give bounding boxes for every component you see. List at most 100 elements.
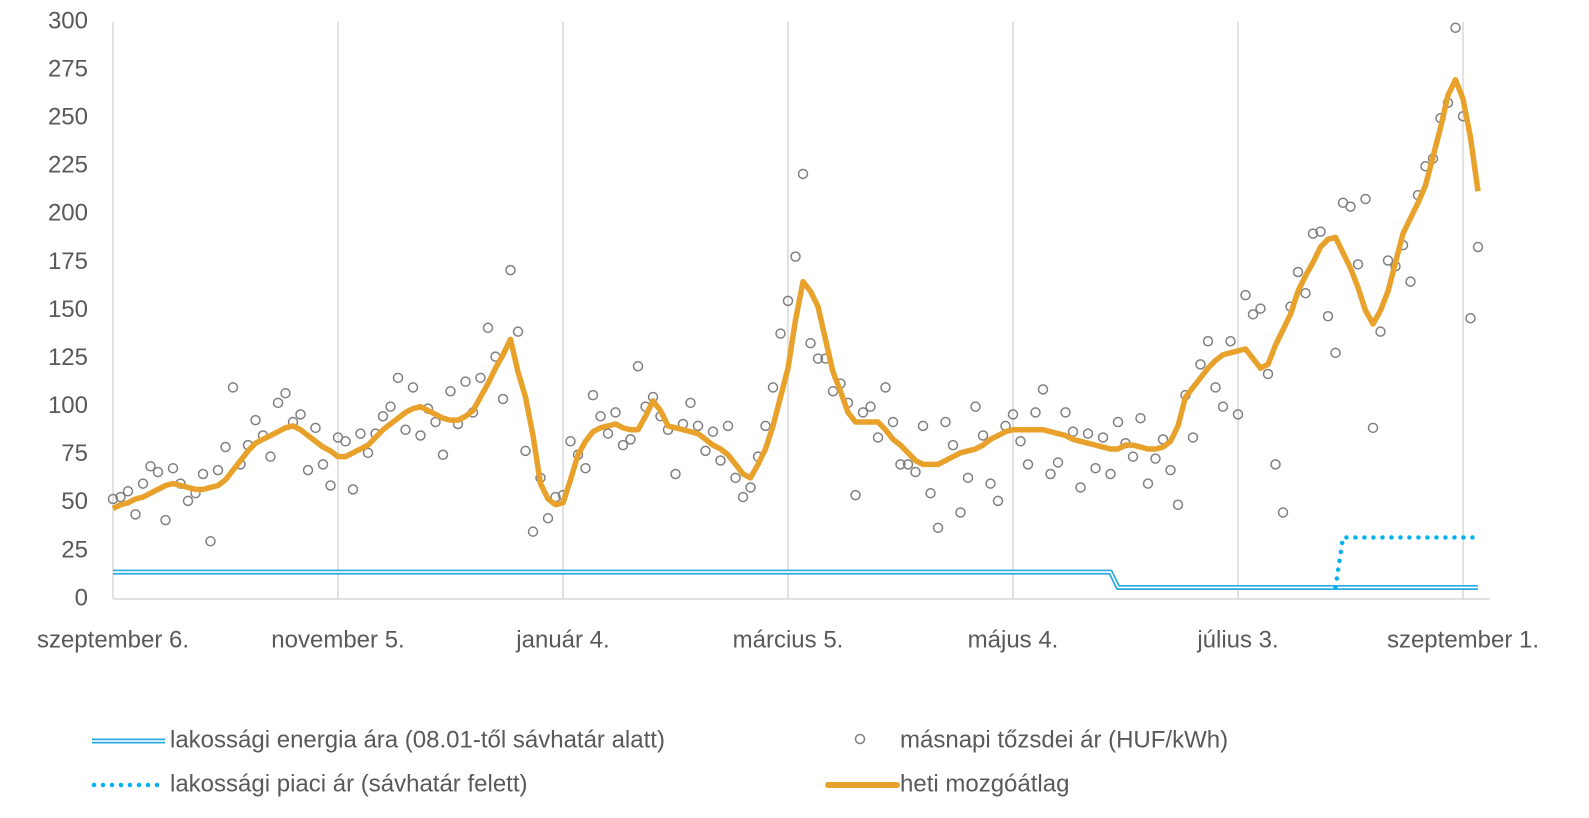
data-point: [505, 264, 516, 276]
x-tick-label: november 5.: [271, 626, 404, 653]
data-point: [917, 420, 929, 432]
data-point: [137, 478, 149, 489]
data-point: [415, 430, 426, 441]
data-point: [1067, 426, 1079, 437]
data-point: [745, 482, 756, 493]
data-point: [970, 401, 981, 412]
data-point: [865, 401, 876, 412]
data-point: [797, 168, 809, 180]
data-point: [1105, 468, 1116, 480]
data-point: [475, 372, 486, 384]
data-point: [1052, 457, 1064, 468]
y-tick-label: 175: [48, 248, 88, 275]
data-point: [1195, 359, 1206, 370]
data-point: [1217, 401, 1229, 412]
y-tick-label: 50: [61, 488, 88, 515]
data-point: [1082, 428, 1094, 439]
x-tick-label: január 4.: [515, 626, 609, 653]
data-point: [437, 449, 449, 460]
data-point: [1307, 228, 1319, 239]
data-point: [280, 387, 291, 399]
data-point: [167, 462, 179, 474]
data-point: [527, 526, 539, 537]
data-point: [670, 468, 681, 480]
data-point: [857, 407, 869, 418]
data-point: [1465, 312, 1476, 324]
data-point: [1172, 499, 1184, 511]
data-point: [107, 493, 119, 505]
data-point: [355, 428, 366, 439]
data-point: [805, 337, 816, 349]
data-point: [827, 386, 839, 397]
data-point: [392, 372, 404, 384]
data-point: [512, 326, 524, 337]
data-point: [1022, 459, 1034, 470]
data-point: [302, 464, 314, 476]
data-point: [722, 420, 734, 432]
data-point: [1315, 226, 1326, 237]
data-point: [1075, 482, 1086, 493]
data-point: [325, 480, 336, 491]
data-point: [715, 455, 726, 466]
data-point: [1015, 436, 1026, 447]
data-point: [565, 436, 576, 447]
data-point: [227, 382, 239, 393]
data-point: [520, 445, 531, 457]
data-point: [767, 382, 779, 393]
legend-symbol: [854, 733, 866, 745]
data-point: [700, 445, 711, 457]
data-point: [1450, 22, 1461, 34]
y-tick-label: 300: [48, 7, 88, 34]
data-point: [1360, 193, 1371, 205]
data-point: [985, 478, 996, 489]
data-point: [880, 382, 891, 393]
data-point: [1277, 507, 1289, 518]
data-point: [692, 420, 704, 432]
data-point: [1472, 241, 1484, 253]
series-line: [113, 569, 1478, 590]
data-point: [1382, 255, 1394, 266]
data-point: [962, 472, 974, 484]
data-point: [872, 432, 884, 443]
data-point: [1322, 311, 1334, 322]
data-point: [1127, 451, 1139, 462]
data-point: [902, 459, 914, 470]
data-point: [1060, 407, 1071, 418]
data-point: [812, 353, 824, 364]
data-point: [272, 397, 284, 409]
data-point: [1352, 259, 1364, 270]
data-point: [947, 439, 959, 451]
y-tick-label: 200: [48, 200, 88, 227]
data-point: [610, 407, 621, 418]
data-point: [145, 461, 156, 472]
data-point: [625, 434, 636, 445]
y-tick-label: 225: [48, 152, 88, 179]
data-point: [1300, 287, 1311, 299]
y-tick-label: 0: [75, 584, 88, 611]
data-point: [205, 536, 216, 547]
x-tick-label: szeptember 6.: [37, 626, 189, 653]
data-point: [160, 514, 171, 526]
data-point: [910, 466, 921, 478]
data-point: [730, 472, 741, 484]
data-point: [707, 426, 719, 437]
data-point: [310, 422, 321, 434]
data-point: [1367, 422, 1379, 434]
data-point: [782, 295, 794, 307]
data-point: [1225, 336, 1236, 347]
data-point: [347, 484, 359, 495]
data-point: [617, 439, 629, 451]
data-point: [887, 416, 899, 428]
data-point: [250, 414, 261, 426]
data-point: [385, 401, 396, 412]
data-point: [1375, 326, 1386, 337]
data-point: [1345, 201, 1356, 212]
data-point: [1210, 382, 1221, 393]
data-point: [925, 487, 936, 499]
legend-label: másnapi tőzsdei ár (HUF/kWh): [900, 726, 1228, 753]
data-point: [685, 397, 696, 409]
data-point: [482, 322, 494, 334]
data-point: [1112, 416, 1124, 428]
data-point: [895, 459, 906, 470]
